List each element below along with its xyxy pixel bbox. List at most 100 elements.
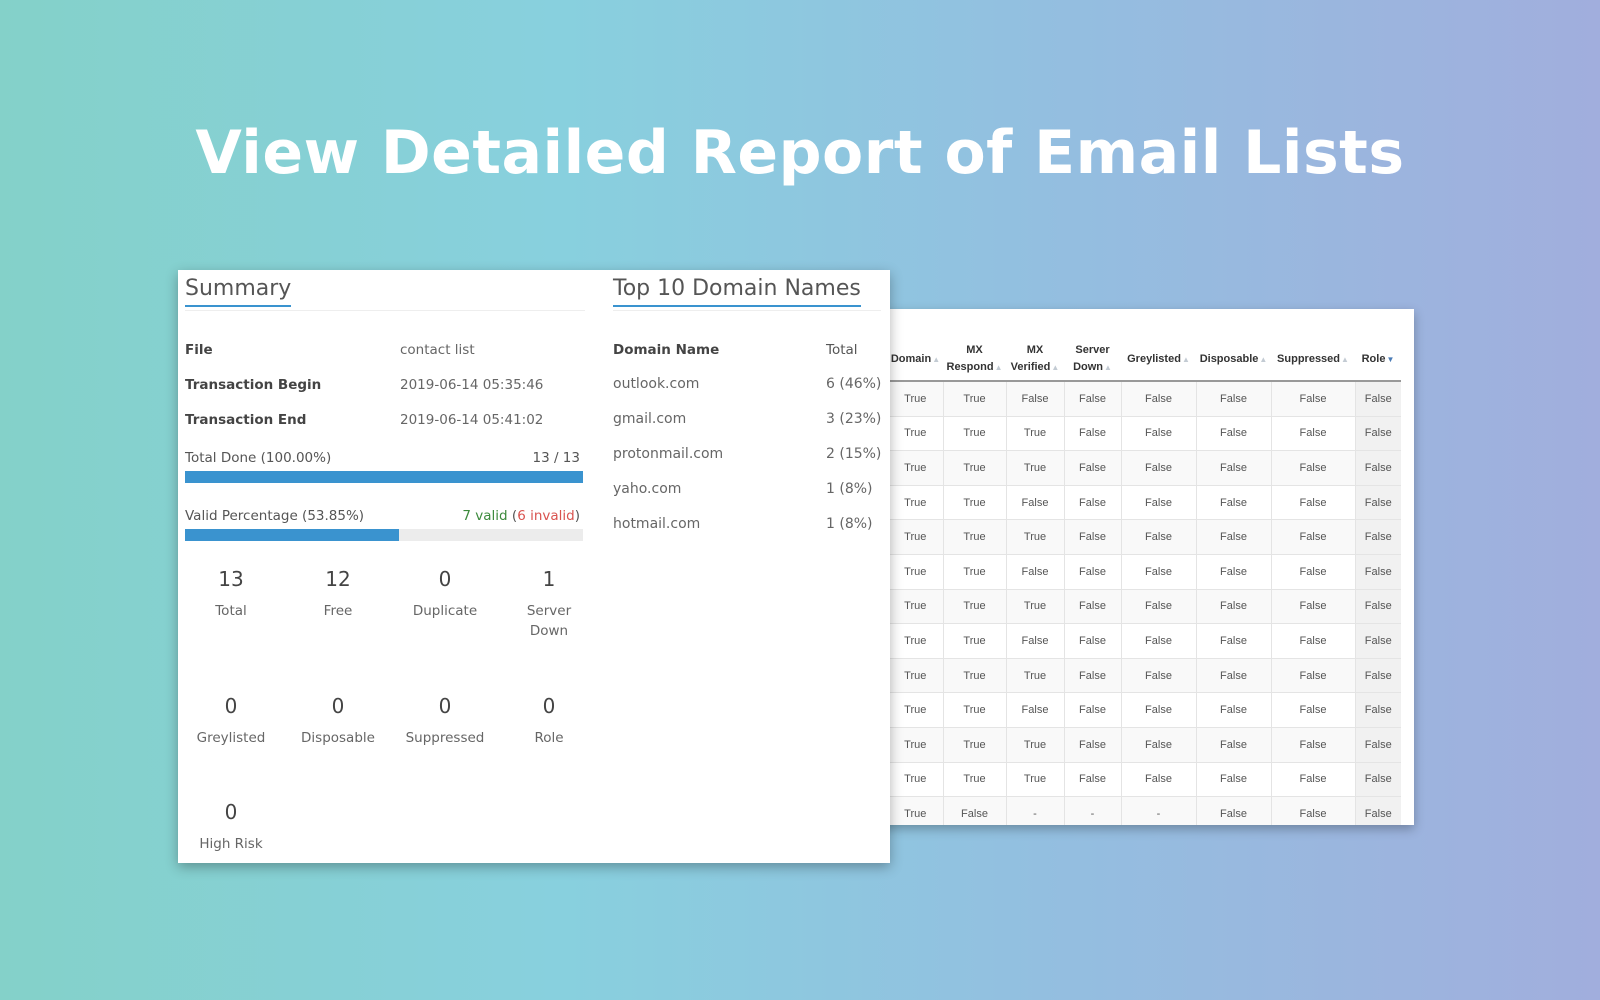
transaction-begin-value: 2019-06-14 05:35:46	[400, 377, 544, 393]
table-cell: False	[1064, 623, 1122, 659]
table-cell: True	[943, 657, 1007, 693]
table-cell: False	[1355, 761, 1401, 797]
table-cell: False	[1271, 484, 1356, 520]
domain-total-cell: 1 (8%)	[826, 481, 873, 497]
sort-icon: ▲	[1181, 354, 1190, 364]
invalid-count: 6 invalid	[517, 508, 575, 524]
stat-high-risk: 0 High Risk	[178, 800, 284, 854]
domain-total-cell: 1 (8%)	[826, 516, 873, 532]
stat-role: 0 Role	[499, 694, 599, 748]
table-row: True True True False False False False False	[888, 657, 1401, 693]
table-cell: True	[943, 380, 1007, 417]
domain-total-cell: 3 (23%)	[826, 411, 882, 427]
table-cell: False	[1064, 692, 1122, 728]
column-header-server-down[interactable]: Server Down▲	[1064, 338, 1121, 382]
summary-title: Summary	[185, 276, 292, 307]
column-header-role[interactable]: Role▼	[1355, 338, 1401, 382]
table-cell: True	[888, 484, 944, 520]
table-cell: True	[888, 553, 944, 590]
stat-duplicate: 0 Duplicate	[392, 567, 498, 621]
table-row: True True False False False False False False	[888, 380, 1401, 417]
table-cell: False	[1006, 623, 1065, 659]
table-cell: True	[1006, 657, 1065, 693]
table-cell: True	[888, 761, 944, 797]
column-header-suppressed[interactable]: Suppressed▲	[1271, 338, 1355, 382]
file-value: contact list	[400, 342, 475, 358]
domain-name-header: Domain Name	[613, 342, 720, 358]
table-cell: True	[888, 415, 944, 451]
table-cell: False	[1064, 484, 1122, 520]
column-header-label: MX Verified	[1010, 344, 1051, 373]
results-table-header-row: Domain▲ MX Respond▲ MX Verified▲ Server …	[888, 338, 1401, 382]
column-header-label: Server Down	[1073, 344, 1110, 373]
table-row: True True True False False False False False	[888, 726, 1401, 763]
paren: )	[574, 508, 580, 524]
table-cell: True	[888, 450, 944, 486]
table-cell: False	[1271, 415, 1356, 451]
column-header-label: Domain	[890, 352, 932, 365]
stat-server-down: 1 Server Down	[499, 567, 599, 641]
stat-label: Total	[215, 603, 247, 619]
table-cell: False	[1196, 450, 1272, 486]
domain-name-cell: hotmail.com	[613, 516, 701, 532]
stat-value: 0	[224, 800, 238, 824]
domain-total-cell: 2 (15%)	[826, 446, 882, 462]
transaction-begin-label: Transaction Begin	[185, 377, 322, 393]
table-cell: False	[1196, 553, 1272, 590]
table-row: True True False False False False False False	[888, 692, 1401, 728]
table-cell: False	[1064, 761, 1122, 797]
table-cell: False	[1196, 623, 1272, 659]
column-header-domain[interactable]: Domain▲	[888, 338, 943, 382]
table-cell: True	[1006, 519, 1065, 555]
table-cell: False	[1196, 657, 1272, 693]
column-header-label: Role	[1361, 352, 1386, 365]
table-cell: False	[1006, 484, 1065, 520]
table-cell: False	[1271, 553, 1356, 590]
table-cell: False	[1355, 623, 1401, 659]
table-cell: False	[1064, 553, 1122, 590]
table-cell: True	[888, 692, 944, 728]
table-cell: True	[943, 588, 1007, 624]
column-header-mx-verified[interactable]: MX Verified▲	[1006, 338, 1064, 382]
summary-card: Summary File contact list Transaction Be…	[178, 270, 890, 863]
table-cell: False	[1064, 588, 1122, 624]
sort-icon: ▲	[994, 363, 1003, 372]
stat-label: Disposable	[301, 730, 375, 746]
stat-value: 13	[218, 567, 244, 591]
table-cell: False	[1271, 692, 1356, 728]
table-cell: -	[1064, 796, 1122, 825]
table-cell: False	[1271, 657, 1356, 693]
table-cell: False	[1121, 726, 1197, 763]
table-cell: True	[1006, 588, 1065, 624]
valid-percentage-progress	[185, 529, 583, 541]
table-cell: False	[1271, 380, 1356, 417]
valid-percentage-progress-fill	[185, 529, 400, 541]
table-row: True True False False False False False False	[888, 553, 1401, 590]
table-cell: False	[1064, 726, 1122, 763]
table-cell: False	[1196, 484, 1272, 520]
table-cell: True	[888, 623, 944, 659]
sort-icon: ▲	[1341, 354, 1349, 364]
stat-label: Greylisted	[196, 730, 266, 746]
results-table-body: True True False False False False False False Tr…	[888, 380, 1401, 825]
table-cell: -	[1006, 796, 1065, 825]
stat-value: 0	[331, 694, 345, 718]
domain-name-cell: protonmail.com	[613, 446, 724, 462]
column-header-disposable[interactable]: Disposable▲	[1196, 338, 1271, 382]
table-row: True True True False False False False False	[888, 588, 1401, 624]
table-cell: True	[1006, 450, 1065, 486]
table-cell: False	[1355, 657, 1401, 693]
column-header-mx-respond[interactable]: MX Respond▲	[943, 338, 1006, 382]
table-cell: False	[1196, 692, 1272, 728]
table-cell: True	[943, 450, 1007, 486]
column-header-greylisted[interactable]: Greylisted▲	[1121, 338, 1196, 382]
sort-icon: ▲	[1259, 354, 1268, 364]
table-cell: False	[1355, 692, 1401, 728]
stat-value: 1	[542, 567, 556, 591]
divider	[613, 310, 881, 311]
table-cell: False	[1121, 761, 1197, 797]
table-cell: False	[1121, 380, 1197, 417]
table-cell: False	[1355, 588, 1401, 624]
stat-value: 0	[438, 694, 452, 718]
table-cell: True	[888, 796, 944, 825]
